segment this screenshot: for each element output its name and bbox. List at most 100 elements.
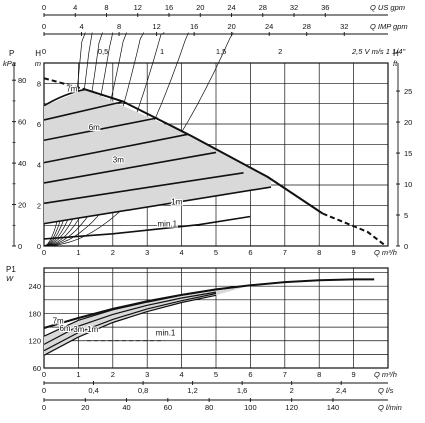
ft-tick-label: 0 <box>404 242 408 251</box>
scale-tick-label-us-gpm: 24 <box>227 3 235 12</box>
operating-region <box>44 89 272 224</box>
head-m-tick-label: 2 <box>37 201 41 210</box>
scale-tick-label-ls: 0,8 <box>138 386 148 395</box>
power-curve-1m <box>43 294 217 356</box>
power-curve-label: 7m <box>53 316 64 325</box>
upper-x-tick-label: 6 <box>248 248 252 257</box>
curve-7m <box>43 100 124 121</box>
scale-tick-label-us-gpm: 20 <box>196 3 204 12</box>
scale-tick-label-us-gpm: 28 <box>259 3 267 12</box>
upper-x-tick-label: 0 <box>42 248 46 257</box>
curve-max-dashed <box>322 212 386 246</box>
head-m-tick-label: 4 <box>37 161 41 170</box>
power-tick-label: 120 <box>28 337 41 346</box>
scale-tick-label-us-gpm: 8 <box>104 3 108 12</box>
lower-x-tick-label: 8 <box>317 370 321 379</box>
upper-x-tick-label: 1 <box>76 248 80 257</box>
scale-tick-label-imp-gpm: 24 <box>265 22 273 31</box>
scale-tick-label-imp-gpm: 12 <box>152 22 160 31</box>
scale-tick-label-lmin: 60 <box>164 403 172 412</box>
scale-tick-label-velocity: 2 <box>278 47 282 56</box>
upper-x-tick-label: 3 <box>145 248 149 257</box>
ft-axis-title: H <box>393 49 399 58</box>
scale-tick-label-imp-gpm: 0 <box>42 22 46 31</box>
kpa-tick-label: 60 <box>18 118 26 127</box>
curve-min1 <box>43 215 251 240</box>
scale-tick-label-ls: 2,4 <box>336 386 346 395</box>
power-band <box>44 285 251 356</box>
scale-tick-label-us-gpm: 16 <box>165 3 173 12</box>
kpa-tick-label: 20 <box>18 201 26 210</box>
scale-tick-label-lmin: 40 <box>122 403 130 412</box>
power-tick-label: 240 <box>28 282 41 291</box>
power-curve-label: 3m <box>73 325 84 334</box>
power-curve-7m <box>43 284 251 337</box>
scale-tick-label-imp-gpm: 28 <box>303 22 311 31</box>
curve-max-solid <box>84 88 324 215</box>
upper-x-tick-label: 5 <box>214 248 218 257</box>
scale-label-velocity: 2,5 V m/s 1 1/4" <box>351 47 405 56</box>
lower-x-tick-label: 6 <box>248 370 252 379</box>
bottom-scales: 0 0,4 0,8 1,2 1,6 2 2,4 Q l/s 0 20 40 60 80 100 120 140… <box>42 381 402 412</box>
scale-tick-label-ls: 2 <box>290 386 294 395</box>
scale-tick-label-velocity: 0,5 <box>98 47 108 56</box>
scale-tick-label-ls: 0 <box>42 386 46 395</box>
upper-x-tick-label: 7 <box>283 248 287 257</box>
scale-label-ls: Q l/s <box>378 386 394 395</box>
lower-x-tick-label: 5 <box>214 370 218 379</box>
power-tick-label: 60 <box>33 364 41 373</box>
upper-x-axis-label: Q m³/h <box>374 248 397 257</box>
power-curve-label: min.1 <box>156 328 176 337</box>
power-tick-label: 180 <box>28 309 41 318</box>
scale-label-lmin: Q l/min <box>378 403 402 412</box>
scale-tick-label-imp-gpm: 16 <box>190 22 198 31</box>
ft-tick-label: 25 <box>404 87 412 96</box>
power-curve-label: 1m <box>87 325 98 334</box>
scale-label-imp-gpm: Q IMP gpm <box>370 22 408 31</box>
scale-tick-label-us-gpm: 32 <box>290 3 298 12</box>
ft-tick-label: 10 <box>404 180 412 189</box>
upper-x-tick-label: 4 <box>180 248 184 257</box>
scale-tick-label-ls: 1,2 <box>187 386 197 395</box>
head-m-axis-title: H <box>35 49 41 58</box>
ft-tick-label: 20 <box>404 118 412 127</box>
kpa-tick-label: 0 <box>18 242 22 251</box>
lower-x-tick-label: 1 <box>76 370 80 379</box>
lower-x-tick-label: 2 <box>111 370 115 379</box>
power-curve-3m <box>43 292 217 352</box>
upper-x-tick-label: 2 <box>111 248 115 257</box>
kpa-axis-unit: kPa <box>3 59 16 68</box>
scale-tick-label-us-gpm: 12 <box>134 3 142 12</box>
curve-label: 7m <box>66 84 77 93</box>
head-m-tick-label: 0 <box>37 242 41 251</box>
curve-label: min.1 <box>158 220 178 229</box>
scale-tick-label-imp-gpm: 32 <box>340 22 348 31</box>
scale-tick-label-lmin: 0 <box>42 403 46 412</box>
curve-6m <box>43 117 158 142</box>
scale-tick-label-us-gpm: 4 <box>73 3 77 12</box>
power-curve-6m <box>43 291 217 345</box>
ft-axis-unit: ft <box>393 59 398 68</box>
power-axis-title: P1 <box>6 265 16 274</box>
kpa-tick-label: 80 <box>18 76 26 85</box>
curve-max-start-dashed <box>43 77 86 91</box>
scale-tick-label-imp-gpm: 4 <box>79 22 83 31</box>
scale-tick-label-velocity: 0 <box>42 47 46 56</box>
ft-tick-label: 5 <box>404 211 408 220</box>
scale-tick-label-lmin: 140 <box>327 403 340 412</box>
scale-tick-label-lmin: 120 <box>285 403 298 412</box>
head-m-axis-unit: m <box>35 59 41 68</box>
scale-tick-label-velocity: 1 <box>160 47 164 56</box>
kpa-tick-label: 40 <box>18 159 26 168</box>
upper-x-tick-label: 8 <box>317 248 321 257</box>
power-axis-unit: W <box>6 274 14 283</box>
lower-x-tick-label: 9 <box>352 370 356 379</box>
ft-tick-label: 15 <box>404 149 412 158</box>
scale-tick-label-us-gpm: 0 <box>42 3 46 12</box>
scale-tick-label-lmin: 20 <box>81 403 89 412</box>
curve-label: 1m <box>171 197 182 206</box>
scale-tick-label-velocity: 1,5 <box>216 47 226 56</box>
curve-3m <box>43 172 244 205</box>
